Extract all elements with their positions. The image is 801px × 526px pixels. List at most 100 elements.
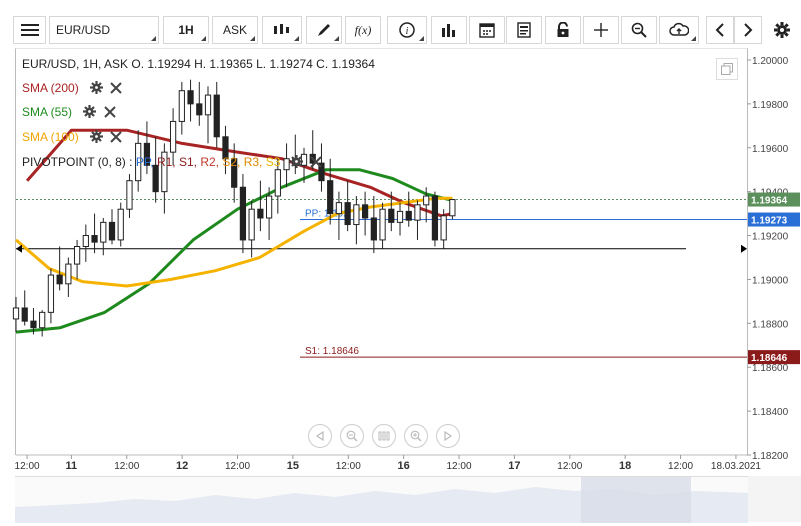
candle-body: [335, 202, 343, 215]
cloud-save-button[interactable]: [659, 16, 699, 44]
y-tick-label: 1.19200: [752, 232, 789, 243]
candle-body: [12, 307, 20, 320]
sma200-close-icon[interactable]: [110, 81, 123, 97]
candle-body: [82, 235, 89, 248]
price-type-select[interactable]: ASK: [212, 16, 258, 44]
reset-zoom-button[interactable]: [372, 424, 396, 448]
zoom-out-button[interactable]: [340, 424, 364, 448]
candlestick-icon: [274, 24, 289, 34]
gear-icon: [774, 22, 790, 38]
pivot-settings-icon[interactable]: [289, 155, 303, 171]
zoom-in-button[interactable]: [404, 424, 428, 448]
candle-body: [117, 208, 124, 241]
x-tick-label: 12:00: [447, 461, 472, 472]
x-tick-label: 12:00: [668, 461, 693, 472]
candle-body: [135, 142, 142, 182]
cloud-upload-icon: [669, 22, 689, 36]
chart-type-button[interactable]: [262, 16, 302, 44]
candle-body: [414, 204, 421, 221]
scroll-left-button[interactable]: [308, 424, 332, 448]
zoom-icon: [631, 22, 647, 38]
legend-sma55-label: SMA (55): [22, 105, 73, 120]
candle-body: [152, 164, 159, 193]
pivot-s1-tag-bg: [748, 350, 800, 365]
document-icon: [517, 22, 531, 38]
candle-body: [361, 204, 369, 219]
x-tick-label: 12:00: [114, 461, 139, 472]
legend-sma100-label: SMA (100): [22, 130, 79, 145]
pivot-close-icon[interactable]: [310, 155, 322, 171]
price-chart[interactable]: 1.200001.198001.196001.194001.192001.190…: [0, 0, 801, 476]
sma-line: [15, 168, 453, 334]
candle-body: [353, 204, 360, 226]
legend-pivot: PIVOTPOINT (0, 8) : PP, R1, S1, R2, S2, …: [22, 155, 322, 171]
candle-body: [73, 246, 81, 265]
candle-body: [100, 221, 107, 243]
candle-body: [30, 320, 37, 329]
calendar-button[interactable]: [469, 16, 505, 44]
candle-body: [327, 180, 334, 215]
y-tick-label: 1.19600: [752, 144, 789, 155]
zoom-out-icon: [346, 430, 358, 442]
x-tick-label: 18.03.2021: [711, 461, 761, 472]
chevron-right-icon: [744, 23, 753, 37]
pencil-icon: [318, 24, 330, 36]
toolbar: EUR/USD 1H ASK f(x) i: [0, 0, 801, 44]
expand-icon: [721, 63, 733, 75]
triangle-left-icon: [315, 431, 324, 441]
navigator-bar[interactable]: [15, 476, 748, 523]
candle-body: [440, 215, 447, 241]
candle-body: [431, 195, 439, 241]
sma200-settings-icon[interactable]: [90, 81, 104, 97]
candle-body: [21, 307, 28, 322]
draw-tool-button[interactable]: [306, 16, 342, 44]
timeframe-select[interactable]: 1H: [163, 16, 209, 44]
y-tick-label: 1.19000: [752, 275, 789, 286]
menu-button[interactable]: [13, 16, 46, 44]
sma55-close-icon[interactable]: [103, 105, 116, 121]
volume-button[interactable]: [431, 16, 467, 44]
candle-body: [344, 202, 351, 226]
candle-body: [47, 274, 55, 313]
prev-button[interactable]: [706, 16, 734, 44]
indicators-button[interactable]: f(x): [345, 16, 381, 44]
plot-area[interactable]: [15, 48, 748, 455]
info-icon: i: [399, 22, 415, 38]
candle-body: [257, 208, 264, 219]
zoom-button[interactable]: [621, 16, 657, 44]
candle-body: [108, 221, 116, 241]
expand-button[interactable]: [716, 58, 738, 80]
x-tick-label: 12:00: [336, 461, 361, 472]
x-tick-label: 11: [66, 460, 78, 472]
candle-body: [39, 311, 46, 329]
legend-sma200: SMA (200): [22, 81, 123, 97]
crosshair-button[interactable]: [583, 16, 619, 44]
navigator-sparkline: [15, 477, 748, 523]
zoom-in-icon: [410, 430, 422, 442]
candle-body: [204, 94, 212, 116]
fit-icon: [378, 431, 390, 441]
lock-button[interactable]: [545, 16, 581, 44]
hamburger-icon: [20, 24, 39, 36]
scroll-right-button[interactable]: [436, 424, 460, 448]
candle-body: [239, 186, 247, 241]
news-button[interactable]: [506, 16, 542, 44]
crosshair-right-arrow: [741, 244, 747, 253]
x-tick-label: 12:00: [557, 461, 582, 472]
sma55-settings-icon[interactable]: [83, 105, 97, 121]
sma100-settings-icon[interactable]: [90, 130, 104, 146]
info-button[interactable]: i: [387, 16, 427, 44]
svg-text:i: i: [406, 26, 409, 37]
settings-button[interactable]: [766, 16, 798, 44]
candle-body: [423, 195, 430, 206]
y-tick-label: 1.19800: [752, 100, 789, 111]
sma100-close-icon[interactable]: [110, 130, 123, 146]
y-tick-label: 1.18200: [752, 451, 789, 462]
sma-line: [15, 196, 453, 288]
candle-body: [405, 210, 412, 221]
pivot-pp-tag: 1.19273: [751, 216, 788, 227]
fx-label: f(x): [354, 22, 372, 37]
next-button[interactable]: [734, 16, 762, 44]
y-tick-label: 1.20000: [752, 56, 789, 67]
symbol-select[interactable]: EUR/USD: [49, 16, 159, 44]
